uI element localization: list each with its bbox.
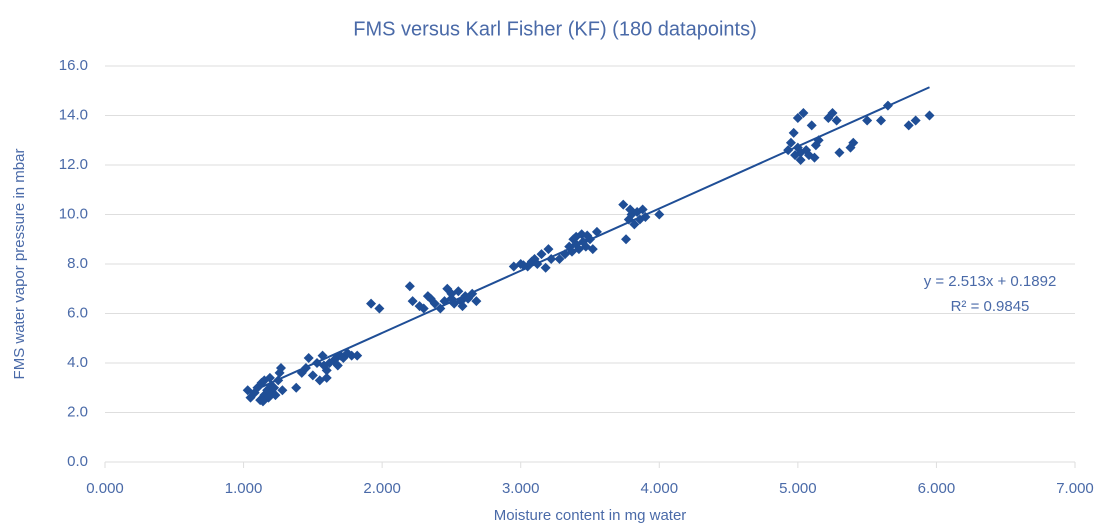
data-point <box>876 115 886 126</box>
trendline-equation: y = 2.513x + 0.1892 <box>924 273 1057 290</box>
data-point <box>352 350 363 361</box>
data-point <box>536 249 547 260</box>
data-point <box>429 298 440 309</box>
chart-title: FMS versus Karl Fisher (KF) (180 datapoi… <box>353 18 756 40</box>
y-tick-label: 10.0 <box>59 205 88 222</box>
data-point <box>862 115 873 126</box>
y-tick-label: 12.0 <box>59 156 88 173</box>
data-point <box>418 303 429 314</box>
x-axis-title: Moisture content in mg water <box>494 507 687 524</box>
data-point <box>582 230 593 241</box>
data-point <box>654 209 665 220</box>
x-tick-label: 1.000 <box>225 480 263 497</box>
data-point <box>587 244 598 255</box>
data-point <box>291 382 302 393</box>
x-tick-label: 0.000 <box>86 480 124 497</box>
data-point <box>848 137 859 148</box>
data-point <box>332 360 343 371</box>
data-point <box>407 296 418 307</box>
x-tick-label: 6.000 <box>918 480 956 497</box>
data-point <box>270 390 281 401</box>
x-tick-label: 7.000 <box>1056 480 1094 497</box>
data-point <box>924 110 935 121</box>
data-point <box>625 204 636 215</box>
y-axis-title: FMS water vapor pressure in mbar <box>11 149 28 380</box>
data-point <box>257 396 268 407</box>
data-point <box>637 204 648 215</box>
y-tick-label: 0.0 <box>67 453 88 470</box>
data-point <box>303 353 314 364</box>
data-point <box>621 234 632 245</box>
data-point <box>457 301 468 312</box>
data-point <box>788 127 799 138</box>
data-point <box>618 199 629 210</box>
data-point <box>277 385 288 396</box>
data-point <box>831 115 842 126</box>
data-point <box>910 115 921 126</box>
y-tick-label: 14.0 <box>59 106 88 123</box>
x-tick-label: 2.000 <box>363 480 401 497</box>
data-point <box>540 262 551 273</box>
y-tick-label: 6.0 <box>67 304 88 321</box>
x-tick-label: 4.000 <box>641 480 679 497</box>
trendline-r2: R² = 0.9845 <box>951 298 1030 315</box>
x-tick-label: 5.000 <box>779 480 817 497</box>
data-point <box>792 112 803 123</box>
data-point <box>554 254 565 265</box>
data-point <box>795 155 806 166</box>
data-point <box>404 281 415 292</box>
y-tick-label: 4.0 <box>67 354 88 371</box>
data-point <box>366 298 377 309</box>
data-point <box>785 137 796 148</box>
data-point <box>269 382 280 393</box>
data-point <box>809 152 820 163</box>
y-tick-label: 8.0 <box>67 255 88 272</box>
data-point <box>374 303 385 314</box>
data-point <box>903 120 914 131</box>
data-point <box>806 120 817 131</box>
data-point <box>264 372 275 383</box>
data-point <box>471 296 482 307</box>
data-point <box>275 362 286 373</box>
data-point <box>422 291 433 302</box>
data-point <box>321 372 332 383</box>
data-point <box>307 370 318 381</box>
data-point <box>543 244 554 255</box>
y-tick-label: 2.0 <box>67 403 88 420</box>
y-tick-label: 16.0 <box>59 57 88 74</box>
data-point <box>834 147 845 158</box>
data-point <box>827 108 838 119</box>
data-point <box>453 286 464 297</box>
data-point <box>546 254 557 265</box>
trendline <box>247 86 930 395</box>
data-point <box>346 350 357 361</box>
data-point <box>798 108 809 119</box>
data-point <box>318 360 329 371</box>
x-tick-label: 3.000 <box>502 480 540 497</box>
